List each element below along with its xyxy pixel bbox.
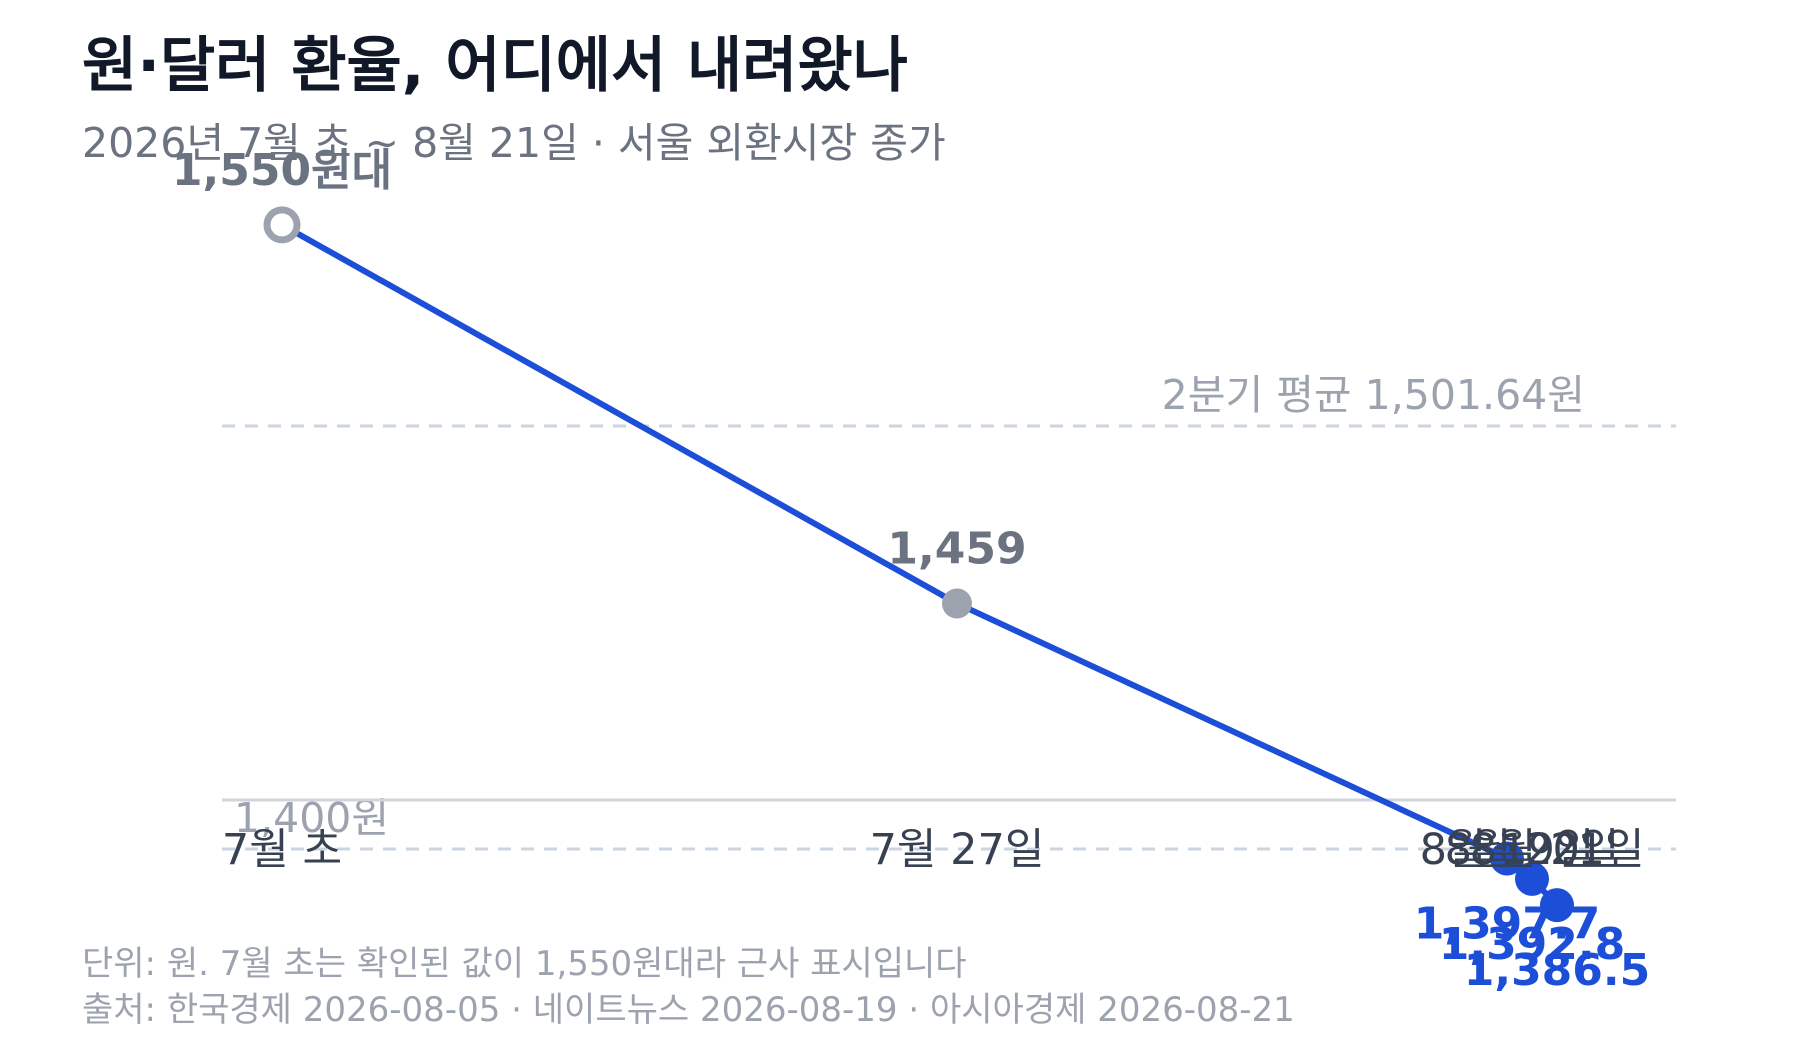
unit-note: 단위: 원. 7월 초는 확인된 값이 1,550원대라 근사 표시입니다 xyxy=(82,944,967,984)
x-tick-label: 8월 21일 xyxy=(1470,825,1645,875)
reference-line-label: 1,400원 xyxy=(234,794,389,842)
data-point xyxy=(263,206,301,244)
chart-subtitle: 2026년 7월 초 ~ 8월 21일 · 서울 외환시장 종가 xyxy=(82,119,946,167)
data-point xyxy=(1540,888,1574,923)
data-point xyxy=(1490,841,1524,876)
x-tick-label: 7월 27일 xyxy=(870,825,1045,875)
data-label: 1,459 xyxy=(887,523,1026,574)
x-tick-label: 7월 초 xyxy=(222,825,342,875)
data-point xyxy=(1515,861,1549,896)
data-label: 1,386.5 xyxy=(1464,945,1651,996)
x-tick-label: 8월 20일 xyxy=(1445,825,1620,875)
plot-area: 2분기 평균 1,501.64원1,400원1,550원대1,4591,397.… xyxy=(172,145,1676,996)
chart-title: 원·달러 환율, 어디에서 내려왔나 xyxy=(82,31,908,101)
data-label: 1,392.8 xyxy=(1439,919,1626,970)
reference-line-label: 2분기 평균 1,501.64원 xyxy=(1162,371,1585,419)
x-tick-label: 8월 19일 xyxy=(1420,825,1595,875)
data-label: 1,550원대 xyxy=(172,145,392,196)
source-note: 출처: 한국경제 2026-08-05 · 네이트뉴스 2026-08-19 ·… xyxy=(82,990,1295,1030)
data-point xyxy=(942,588,972,619)
